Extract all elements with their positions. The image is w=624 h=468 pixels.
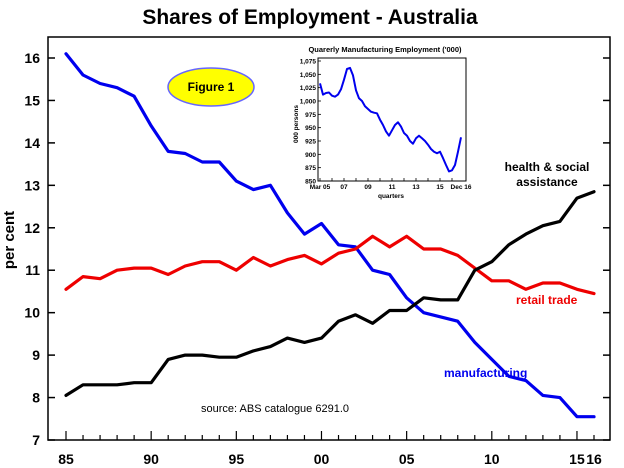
inset-y-tick-label: 975 xyxy=(305,112,316,119)
y-tick-label: 7 xyxy=(32,432,40,448)
inset-x-tick-label: 15 xyxy=(436,184,444,191)
inset-x-axis-label: quarters xyxy=(378,193,404,200)
inset-chart: Quarerly Manufacturing Employment ('000)… xyxy=(293,45,472,200)
x-tick-label: 10 xyxy=(484,451,500,467)
inset-x-tick-label: 07 xyxy=(340,184,348,191)
inset-x-tick-label: Mar 05 xyxy=(310,184,331,191)
retail-trade-label: retail trade xyxy=(516,293,578,307)
y-tick-label: 16 xyxy=(24,50,40,66)
inset-frame xyxy=(317,57,467,182)
y-tick-label: 8 xyxy=(32,390,40,406)
x-tick-label: 05 xyxy=(399,451,415,467)
inset-y-tick-label: 1,075 xyxy=(300,59,317,66)
y-axis-label: per cent xyxy=(1,211,18,269)
source-note: source: ABS catalogue 6291.0 xyxy=(201,403,349,415)
series-line-health-social-assistance xyxy=(64,190,596,397)
series-line-retail-trade xyxy=(64,234,596,296)
inset-series xyxy=(319,66,462,173)
inset-y-tick-label: 875 xyxy=(305,165,316,172)
inset-y-tick-label: 850 xyxy=(305,179,316,186)
health-label-line2: assistance xyxy=(516,175,578,189)
inset-series-line xyxy=(319,66,462,173)
x-tick-label: 15 xyxy=(569,451,585,467)
inset-title: Quarerly Manufacturing Employment ('000) xyxy=(308,45,462,54)
x-tick-label: 16 xyxy=(586,451,602,467)
main-series xyxy=(64,52,596,419)
figure-badge-label: Figure 1 xyxy=(188,80,235,94)
y-tick-label: 15 xyxy=(24,92,40,108)
x-tick-label: 95 xyxy=(229,451,245,467)
y-tick-label: 14 xyxy=(24,135,40,151)
y-tick-label: 10 xyxy=(24,305,40,321)
y-tick-label: 12 xyxy=(24,220,40,236)
figure-badge xyxy=(167,67,255,107)
inset-x-tick-label: 11 xyxy=(389,184,396,191)
y-tick-label: 11 xyxy=(25,262,40,278)
inset-axes: 850 875 900 925 950 975 1,000 1,025 1,050 1,075 Ma… xyxy=(300,57,472,191)
inset-y-tick-label: 925 xyxy=(305,139,316,146)
inset-y-tick-label: 900 xyxy=(305,152,316,159)
series-line-manufacturing xyxy=(64,52,596,419)
inset-x-tick-label: Dec 16 xyxy=(451,184,472,191)
inset-y-tick-label: 1,025 xyxy=(300,85,317,92)
manufacturing-label: manufacturing xyxy=(444,366,527,380)
x-tick-label: 00 xyxy=(314,451,330,467)
inset-x-tick-label: 13 xyxy=(412,184,420,191)
y-tick-label: 9 xyxy=(32,347,40,363)
inset-y-tick-label: 1,050 xyxy=(300,72,317,79)
chart-title: Shares of Employment - Australia xyxy=(142,6,478,29)
inset-y-axis-label: 000 persons xyxy=(293,105,300,143)
health-label-line1: health & social xyxy=(505,160,590,174)
x-tick-label: 85 xyxy=(58,451,74,467)
y-tick-label: 13 xyxy=(24,177,40,193)
plot-frame xyxy=(47,36,611,441)
x-tick-label: 90 xyxy=(143,451,159,467)
inset-y-tick-label: 950 xyxy=(305,125,316,132)
inset-x-tick-label: 09 xyxy=(364,184,372,191)
inset-y-tick-label: 1,000 xyxy=(300,99,317,106)
